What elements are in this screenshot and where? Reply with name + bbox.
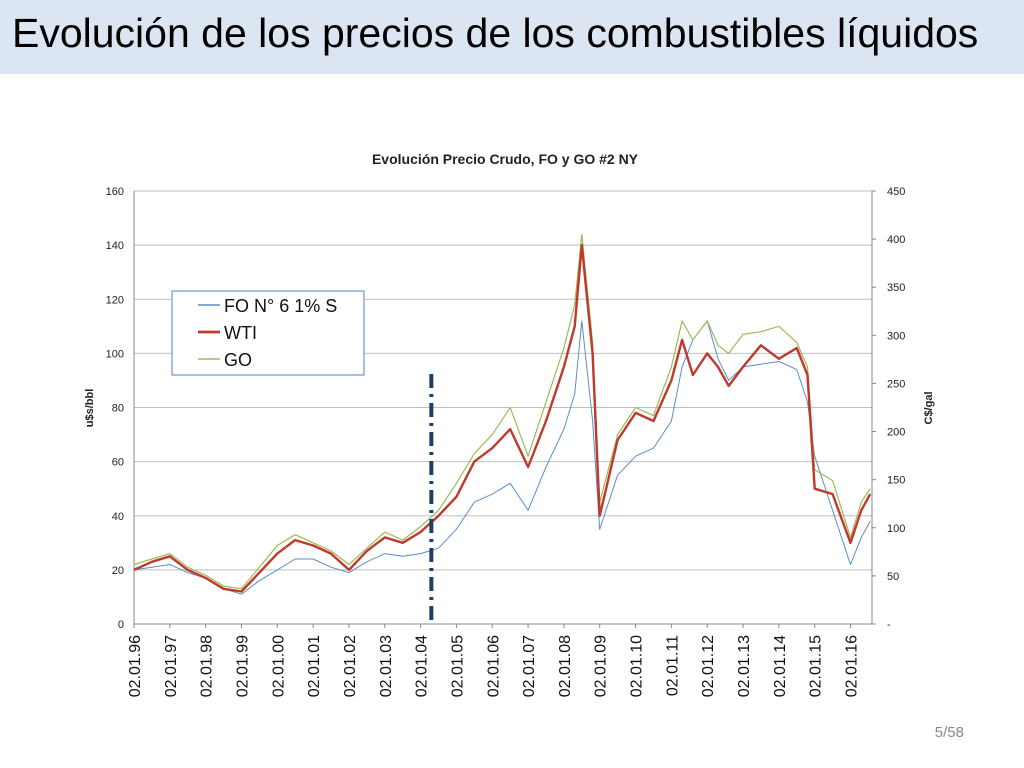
x-tick-label: 02.01.14 bbox=[772, 635, 789, 697]
x-tick-label: 02.01.05 bbox=[449, 635, 466, 697]
x-tick-label: 02.01.01 bbox=[306, 635, 323, 697]
y-axis-label: u$s/bbl bbox=[84, 389, 96, 428]
y2-tick-label: 300 bbox=[887, 330, 905, 342]
x-tick-label: 02.01.13 bbox=[736, 635, 753, 697]
x-tick-label: 02.01.12 bbox=[700, 635, 717, 697]
y2-tick-label: 450 bbox=[887, 186, 905, 198]
chart-axes: 0 20 40 60 80 100 120 140 160 - 50 100 150 200 250 300 3… bbox=[106, 186, 906, 697]
y-tick-label: 160 bbox=[106, 186, 124, 198]
y2-tick-label: 50 bbox=[887, 571, 899, 583]
y2-tick-label: 250 bbox=[887, 378, 905, 390]
y2-tick-label: 150 bbox=[887, 475, 905, 487]
legend-label-fo: FO N° 6 1% S bbox=[224, 296, 337, 316]
y2-tick-label: 100 bbox=[887, 523, 905, 535]
page-number: 5/58 bbox=[934, 724, 964, 741]
slide-title: Evolución de los precios de los combusti… bbox=[12, 10, 979, 56]
chart-series bbox=[133, 233, 872, 624]
y2-tick-label: - bbox=[887, 619, 891, 631]
x-tick-label: 02.01.11 bbox=[664, 635, 681, 696]
series-line-fo bbox=[133, 320, 871, 595]
y-tick-label: 80 bbox=[112, 403, 124, 415]
x-tick-label: 02.01.98 bbox=[199, 635, 216, 697]
chart-grid bbox=[134, 190, 872, 625]
x-tick-label: 02.01.07 bbox=[521, 635, 538, 697]
y-tick-label: 0 bbox=[118, 619, 124, 631]
y2-tick-label: 350 bbox=[887, 282, 905, 294]
x-tick-label: 02.01.10 bbox=[629, 635, 646, 697]
series-line-go bbox=[133, 233, 871, 590]
y-tick-label: 60 bbox=[112, 457, 124, 469]
x-tick-label: 02.01.09 bbox=[593, 635, 610, 697]
x-tick-label: 02.01.99 bbox=[234, 635, 251, 697]
y-tick-label: 140 bbox=[106, 240, 124, 252]
x-tick-label: 02.01.16 bbox=[844, 635, 861, 697]
chart-legend: FO N° 6 1% S WTI GO bbox=[171, 290, 365, 376]
x-tick-label: 02.01.03 bbox=[378, 635, 395, 697]
legend-label-wti: WTI bbox=[224, 323, 257, 343]
y2-axis-label: C$/gal bbox=[923, 391, 935, 424]
legend-label-go: GO bbox=[224, 350, 252, 370]
series-line-wti bbox=[133, 243, 872, 593]
y2-tick-label: 200 bbox=[887, 427, 905, 439]
x-tick-label: 02.01.08 bbox=[557, 635, 574, 697]
x-tick-label: 02.01.15 bbox=[808, 635, 825, 697]
x-tick-label: 02.01.04 bbox=[414, 635, 431, 697]
y-tick-label: 40 bbox=[112, 511, 124, 523]
x-tick-label: 02.01.97 bbox=[163, 635, 180, 697]
x-tick-label: 02.01.00 bbox=[270, 635, 287, 697]
y-tick-label: 100 bbox=[106, 348, 124, 360]
x-tick-label: 02.01.06 bbox=[485, 635, 502, 697]
y2-tick-label: 400 bbox=[887, 234, 905, 246]
chart-title: Evolución Precio Crudo, FO y GO #2 NY bbox=[372, 151, 639, 167]
x-tick-label: 02.01.96 bbox=[127, 635, 144, 697]
y-tick-label: 20 bbox=[112, 565, 124, 577]
y-tick-label: 120 bbox=[106, 294, 124, 306]
slide-title-bar: Evolución de los precios de los combusti… bbox=[0, 0, 1024, 74]
x-tick-label: 02.01.02 bbox=[342, 635, 359, 697]
